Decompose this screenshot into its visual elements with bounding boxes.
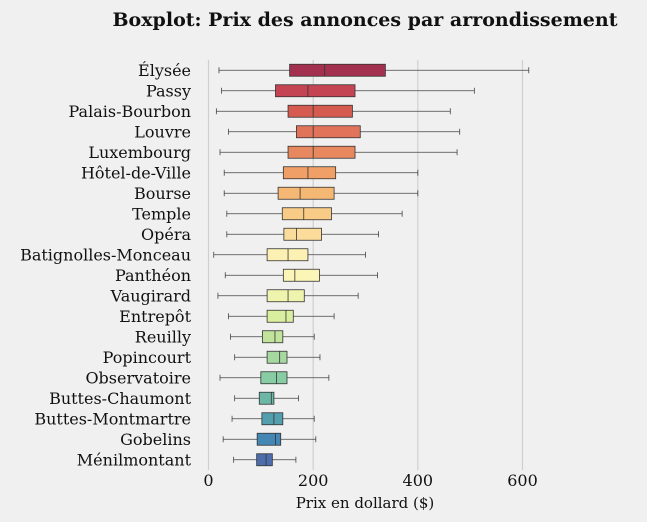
x-tick-label: 200 [298, 471, 329, 490]
x-tick-label: 400 [403, 471, 434, 490]
box-14 [230, 330, 315, 344]
box-20 [233, 453, 297, 467]
box-7 [223, 186, 419, 200]
box-iqr [277, 186, 335, 200]
box-6 [223, 166, 419, 180]
box-iqr [296, 125, 361, 139]
box-5 [219, 145, 458, 159]
box-4 [227, 125, 461, 139]
box-17 [234, 391, 299, 405]
box-iqr [275, 84, 356, 98]
category-label: Buttes-Chaumont [49, 389, 192, 408]
box-iqr [256, 453, 273, 467]
box-13 [227, 309, 335, 323]
category-label: Ménilmontant [77, 450, 192, 469]
box-iqr [266, 350, 288, 364]
box-11 [224, 268, 378, 282]
box-iqr [283, 227, 322, 241]
box-iqr [262, 330, 284, 344]
category-label: Entrepôt [119, 307, 191, 326]
category-label: Opéra [141, 225, 191, 244]
box-1 [218, 63, 530, 77]
box-iqr [289, 63, 386, 77]
box-18 [231, 412, 315, 426]
category-label: Vaugirard [110, 286, 191, 305]
chart-title: Boxplot: Prix des annonces par arrondiss… [113, 9, 618, 31]
box-iqr [287, 104, 353, 118]
box-iqr [266, 309, 294, 323]
category-label: Gobelins [120, 430, 191, 449]
grid-lines [207, 60, 524, 470]
box-12 [217, 289, 359, 303]
category-label: Buttes-Montmartre [34, 409, 191, 428]
x-tick-label: 0 [203, 471, 213, 490]
category-label: Louvre [134, 122, 191, 141]
category-label: Batignolles-Monceau [20, 245, 191, 264]
boxes [213, 63, 530, 467]
box-iqr [266, 248, 309, 262]
box-19 [222, 432, 317, 446]
category-label: Palais-Bourbon [69, 102, 192, 121]
box-iqr [287, 145, 356, 159]
category-label: Panthéon [115, 266, 191, 285]
box-iqr [256, 432, 282, 446]
box-iqr [260, 371, 288, 385]
box-8 [226, 207, 403, 221]
category-label: Popincourt [103, 348, 192, 367]
box-3 [215, 104, 451, 118]
box-16 [219, 371, 330, 385]
box-10 [213, 248, 366, 262]
box-iqr [266, 289, 305, 303]
box-9 [226, 227, 379, 241]
category-label: Bourse [134, 184, 191, 203]
category-label: Observatoire [85, 368, 191, 387]
category-label: Élysée [138, 60, 191, 80]
box-iqr [258, 391, 275, 405]
category-label: Temple [132, 204, 191, 223]
x-tick-labels: 0 200 400 600 [203, 471, 537, 490]
category-label: Luxembourg [88, 143, 191, 162]
box-2 [221, 84, 475, 98]
category-label: Hôtel-de-Ville [81, 163, 191, 182]
box-15 [234, 350, 321, 364]
category-label: Reuilly [135, 327, 191, 346]
box-iqr [282, 166, 337, 180]
x-axis-label: Prix en dollard ($) [296, 494, 435, 512]
category-label: Passy [146, 81, 191, 100]
box-iqr [261, 412, 284, 426]
x-tick-label: 600 [507, 471, 538, 490]
box-iqr [282, 268, 320, 282]
box-iqr [281, 207, 332, 221]
